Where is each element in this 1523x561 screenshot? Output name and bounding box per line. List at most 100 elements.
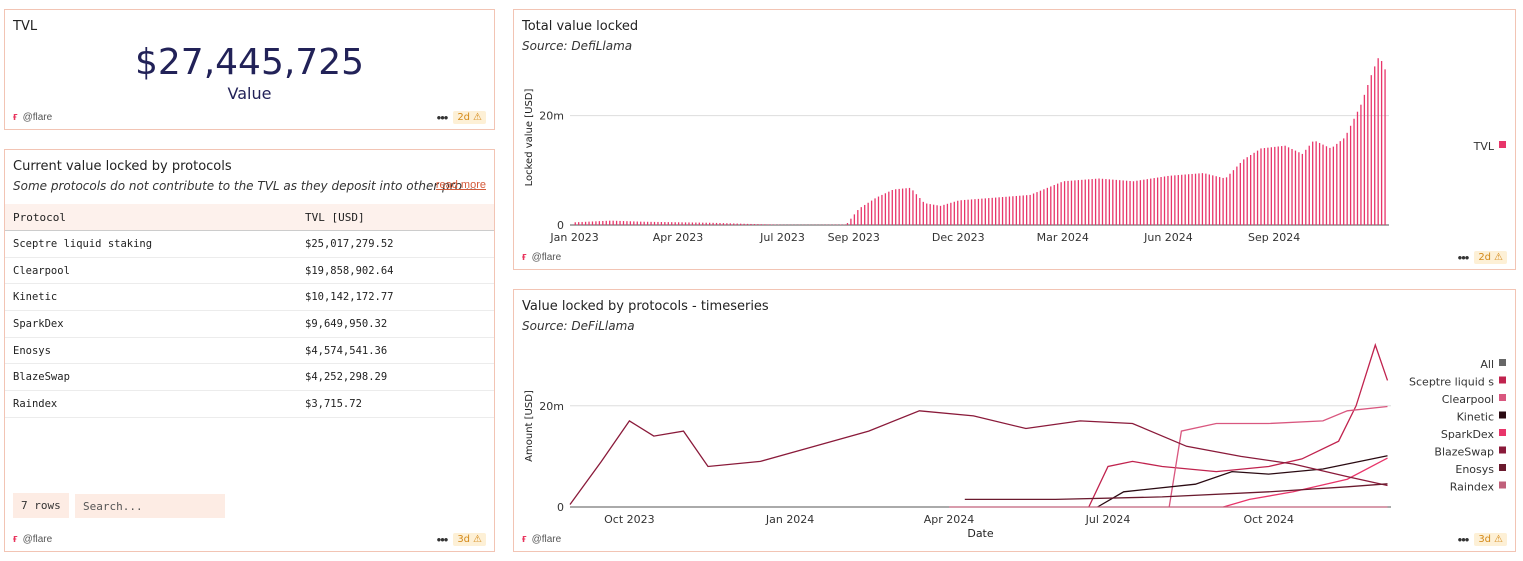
tvl-bar [881,194,883,225]
x-tick-label: Jul 2024 [1085,513,1131,526]
more-options-icon[interactable]: ••• [1457,250,1470,265]
tvl-chart-subtitle: Source: DefiLlama [522,39,633,53]
warning-icon: ⚠ [1494,252,1503,263]
tvl-bar [1346,132,1348,225]
column-header-tvl[interactable]: TVL [USD] [305,210,365,224]
tvl-bar [1380,61,1383,225]
tvl-bar [1332,146,1335,225]
tvl-bar [1070,180,1073,225]
series-line [1088,342,1389,508]
read-more-link[interactable]: read more [435,179,486,191]
series-line [1097,455,1388,508]
tvl-bar [1046,187,1048,225]
tvl-bar [1294,150,1297,225]
tvl-bar [753,224,756,225]
tvl-value-label: Value [227,84,272,103]
table-row: Sceptre liquid staking $25,017,279.52 [5,231,494,258]
legend-label: Raindex [1450,481,1495,494]
tvl-bar [615,220,618,225]
tvl-bar [919,198,921,225]
tvl-bar [1060,182,1062,225]
tvl-bar [719,223,721,225]
tvl-bar [574,222,576,225]
tvl-bar [988,198,990,225]
x-tick-label: Apr 2023 [653,231,704,244]
more-options-icon[interactable]: ••• [436,110,449,125]
table-row: Enosys $4,574,541.36 [5,338,494,365]
tvl-bar [874,198,876,225]
legend-swatch [1499,359,1506,366]
protocol-chart[interactable]: 0 20m Amount [USD] Oct 2023 Jan 2024 Apr 2024… [514,290,1517,553]
tvl-bar [605,220,607,225]
tvl-bar [1208,174,1210,225]
tvl-bar [1191,173,1193,225]
table-search-input[interactable] [75,494,225,518]
tvl-bar [760,224,762,225]
card-footer-actions: ••• 2d ⚠ [1458,250,1507,265]
more-options-icon[interactable]: ••• [436,532,449,547]
tvl-value: $27,445,725 [134,42,365,83]
tvl-card-title: TVL [13,19,38,34]
flare-logo-icon: ғ [522,533,527,545]
tvl-bar [1098,178,1100,225]
tvl-bar [1243,159,1245,225]
tvl-bar [581,221,583,225]
tvl-bar [1125,180,1128,225]
tvl-bar [1043,189,1045,225]
table-cell: $19,858,902.64 [305,264,394,277]
author-handle: @flare [531,534,562,545]
flare-logo-icon: ғ [13,533,18,545]
table-row: SparkDex $9,649,950.32 [5,311,494,338]
tvl-bar [712,222,714,225]
legend-swatch [1499,464,1506,471]
more-options-icon[interactable]: ••• [1457,532,1470,547]
tvl-bar [843,224,845,225]
tvl-bar [1343,138,1345,225]
tvl-bar [1084,179,1086,225]
card-footer-actions: ••• 3d ⚠ [437,532,486,547]
tvl-bar [1136,180,1138,225]
legend-swatch [1499,446,1506,454]
flare-logo-icon: ғ [13,111,18,123]
tvl-bar [870,200,873,225]
legend-swatch [1499,429,1506,436]
tvl-bar [1105,179,1107,225]
tvl-bar [898,188,900,225]
tvl-bar [1229,173,1231,225]
tvl-bar [771,224,773,225]
tvl-chart[interactable]: 0 20m Locked value [USD] Jan 2023 Apr 2023 Ju… [514,10,1517,271]
table-cell: Sceptre liquid staking [13,237,153,250]
card-footer-author[interactable]: ғ @flare [522,252,561,264]
tvl-bar [726,223,728,225]
card-footer-author[interactable]: ғ @flare [522,533,562,546]
tvl-bar [1160,177,1162,225]
refresh-badge[interactable]: 3d ⚠ [453,533,486,546]
tvl-bar [895,189,897,225]
tvl-bar [877,196,880,225]
tvl-bar [1153,178,1155,225]
column-header-protocol[interactable]: Protocol [13,210,66,224]
tvl-bar [932,204,935,225]
tvl-bar [1336,143,1338,225]
row-count-button[interactable]: 7 rows [13,493,69,518]
tvl-bar [733,223,735,225]
card-footer-author[interactable]: ғ @flare [13,111,52,124]
tvl-bar [1277,146,1279,225]
refresh-badge[interactable]: 2d ⚠ [1474,251,1507,264]
tvl-bar [926,203,928,225]
tvl-bar [1215,176,1217,225]
tvl-bar [957,200,959,225]
tvl-bar [764,224,766,225]
card-footer-author[interactable]: ғ @flare [13,533,52,546]
refresh-badge[interactable]: 2d ⚠ [453,111,486,124]
tvl-bar [677,222,680,225]
tvl-bar [1298,152,1300,225]
tvl-bar [1236,166,1238,225]
tvl-bar [681,222,683,225]
tvl-bar [767,224,769,225]
x-axis-label: Date [967,527,994,540]
tvl-bar [1225,177,1228,225]
x-tick-label: Sep 2023 [828,231,880,244]
refresh-badge[interactable]: 3d ⚠ [1474,533,1507,546]
tvl-bar [1112,179,1114,225]
